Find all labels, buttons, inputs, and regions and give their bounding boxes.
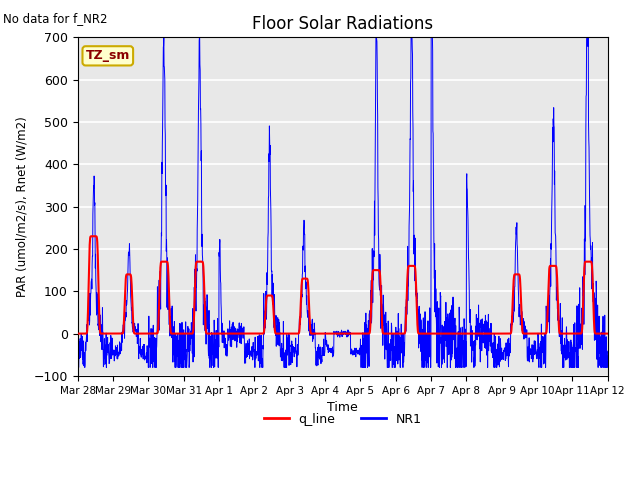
Title: Floor Solar Radiations: Floor Solar Radiations — [252, 15, 433, 33]
Y-axis label: PAR (umol/m2/s), Rnet (W/m2): PAR (umol/m2/s), Rnet (W/m2) — [15, 116, 28, 297]
Legend: q_line, NR1: q_line, NR1 — [259, 408, 427, 431]
Text: TZ_sm: TZ_sm — [86, 49, 130, 62]
Text: No data for f_NR2: No data for f_NR2 — [3, 12, 108, 25]
X-axis label: Time: Time — [327, 401, 358, 414]
